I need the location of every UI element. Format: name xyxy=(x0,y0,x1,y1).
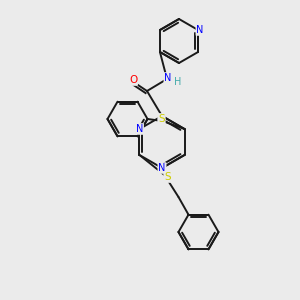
Text: O: O xyxy=(129,75,137,85)
Text: S: S xyxy=(164,172,171,182)
Text: N: N xyxy=(196,25,204,35)
Text: N: N xyxy=(136,124,143,134)
Text: N: N xyxy=(164,73,172,83)
Text: S: S xyxy=(158,114,165,124)
Text: N: N xyxy=(158,163,166,173)
Text: H: H xyxy=(174,77,182,87)
